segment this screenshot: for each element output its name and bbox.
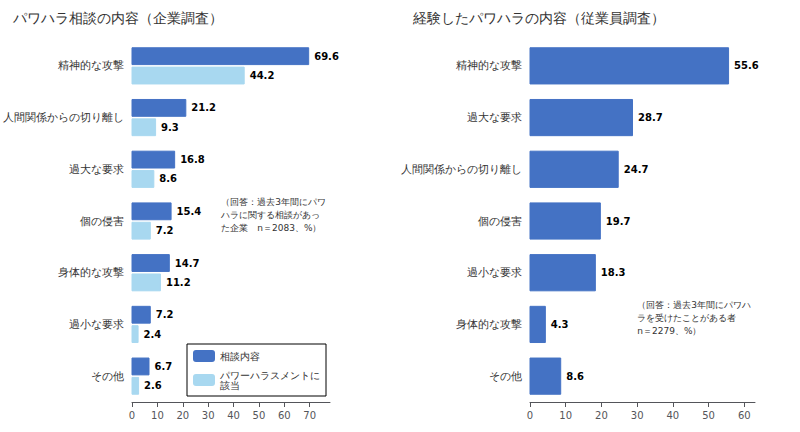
svg-text:60: 60 [738, 410, 751, 421]
svg-text:10: 10 [559, 410, 572, 421]
svg-text:28.7: 28.7 [638, 112, 663, 123]
svg-text:24.7: 24.7 [624, 164, 649, 175]
svg-text:2.4: 2.4 [144, 329, 162, 340]
svg-text:20: 20 [595, 410, 608, 421]
svg-text:15.4: 15.4 [177, 206, 202, 217]
svg-text:人間関係からの切り離し: 人間関係からの切り離し [3, 111, 124, 124]
svg-text:ハラに関する相談があっ: ハラに関する相談があっ [220, 210, 320, 220]
svg-text:過大な要求: 過大な要求 [69, 163, 124, 176]
svg-text:ラを受けたことがある者: ラを受けたことがある者 [637, 313, 736, 323]
svg-text:21.2: 21.2 [191, 102, 216, 113]
svg-text:11.2: 11.2 [166, 277, 191, 288]
svg-text:55.6: 55.6 [734, 60, 759, 71]
svg-text:パワハラ相談の内容（企業調査）: パワハラ相談の内容（企業調査） [12, 10, 223, 26]
svg-text:パワーハラスメントに: パワーハラスメントに [220, 369, 320, 381]
svg-text:30: 30 [631, 410, 644, 421]
svg-text:た企業 n＝2083、%）: た企業 n＝2083、%） [221, 223, 321, 233]
svg-text:経験したパワハラの内容（従業員調査）: 経験したパワハラの内容（従業員調査） [412, 10, 665, 26]
svg-text:9.3: 9.3 [161, 122, 179, 133]
svg-text:過小な要求: 過小な要求 [69, 318, 124, 331]
svg-text:20: 20 [176, 410, 189, 421]
svg-text:人間関係からの切り離し: 人間関係からの切り離し [401, 163, 522, 176]
svg-text:60: 60 [278, 410, 291, 421]
svg-text:30: 30 [202, 410, 215, 421]
svg-text:2.6: 2.6 [144, 380, 162, 391]
svg-text:8.6: 8.6 [566, 371, 584, 382]
svg-text:（回答：過去3年間にパワ: （回答：過去3年間にパワ [221, 197, 326, 207]
svg-text:8.6: 8.6 [159, 173, 177, 184]
svg-text:身体的な攻撃: 身体的な攻撃 [58, 266, 124, 279]
svg-text:19.7: 19.7 [606, 216, 631, 227]
svg-text:69.6: 69.6 [314, 51, 339, 62]
svg-text:16.8: 16.8 [180, 154, 205, 165]
svg-text:精神的な攻撃: 精神的な攻撃 [456, 59, 522, 72]
svg-text:7.2: 7.2 [156, 225, 174, 236]
svg-text:その他: その他 [489, 370, 522, 383]
svg-text:個の侵害: 個の侵害 [478, 215, 522, 228]
svg-text:0: 0 [527, 410, 533, 421]
svg-text:6.7: 6.7 [155, 361, 173, 372]
svg-text:過小な要求: 過小な要求 [467, 266, 522, 279]
svg-text:0: 0 [129, 410, 135, 421]
svg-text:身体的な攻撃: 身体的な攻撃 [456, 318, 522, 331]
svg-text:4.3: 4.3 [551, 319, 569, 330]
svg-text:その他: その他 [91, 370, 124, 383]
svg-text:44.2: 44.2 [250, 70, 275, 81]
svg-text:該当: 該当 [220, 380, 240, 391]
svg-text:n＝2279、%）: n＝2279、%） [637, 326, 701, 336]
svg-text:精神的な攻撃: 精神的な攻撃 [58, 59, 124, 72]
svg-text:18.3: 18.3 [601, 267, 626, 278]
svg-text:50: 50 [702, 410, 715, 421]
svg-text:10: 10 [151, 410, 164, 421]
svg-text:（回答：過去3年間にパワハ: （回答：過去3年間にパワハ [637, 300, 751, 310]
svg-text:個の侵害: 個の侵害 [80, 215, 124, 228]
svg-text:40: 40 [227, 410, 240, 421]
svg-text:7.2: 7.2 [156, 309, 174, 320]
svg-text:過大な要求: 過大な要求 [467, 111, 522, 124]
svg-text:14.7: 14.7 [175, 258, 200, 269]
svg-text:40: 40 [666, 410, 679, 421]
svg-text:相談内容: 相談内容 [220, 351, 260, 362]
svg-text:50: 50 [253, 410, 266, 421]
svg-text:70: 70 [303, 410, 316, 421]
